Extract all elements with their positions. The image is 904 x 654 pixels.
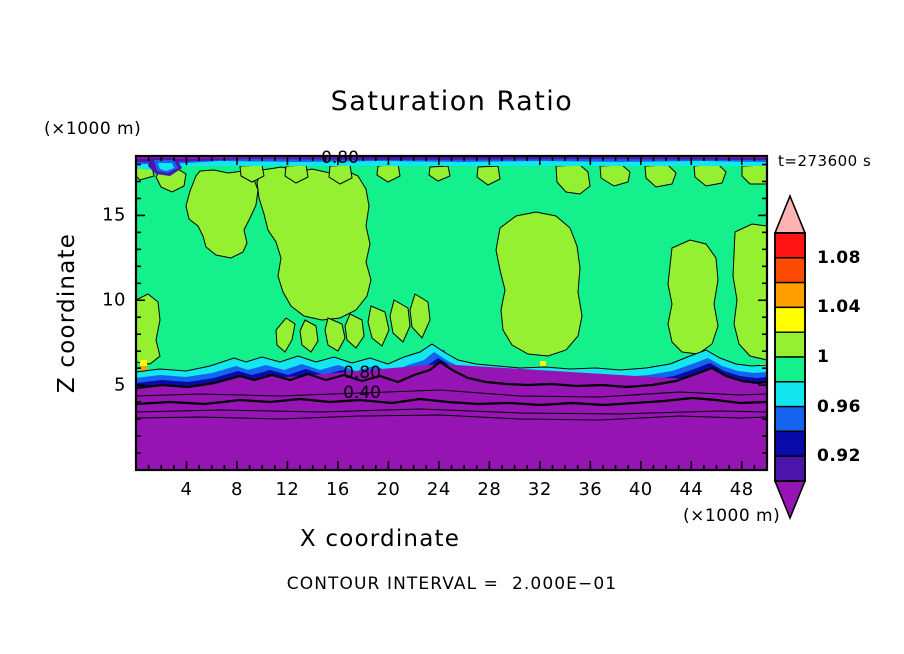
colorbar-band xyxy=(774,232,806,259)
y-tick-label: 15 xyxy=(102,204,126,226)
colorbar-band xyxy=(774,430,806,457)
colorbar-band xyxy=(774,306,806,333)
colorbar-tick-label: 1 xyxy=(817,347,830,367)
x-tick-label: 4 xyxy=(180,479,193,500)
x-axis-units-label: (×1000 m) xyxy=(683,506,781,526)
colorbar xyxy=(773,193,807,521)
page-title: Saturation Ratio xyxy=(330,86,574,117)
x-tick-label: 24 xyxy=(426,479,451,500)
x-tick-label: 12 xyxy=(275,479,300,500)
x-tick-label: 32 xyxy=(527,479,552,500)
x-tick-label: 20 xyxy=(376,479,401,500)
colorbar-tick-label: 1.04 xyxy=(817,297,861,318)
x-tick-label: 36 xyxy=(578,479,603,500)
colorbar-band xyxy=(774,281,806,309)
contour-lines xyxy=(136,360,767,421)
colorbar-tick-label: 1.08 xyxy=(817,247,861,268)
x-tick-label: 28 xyxy=(477,479,502,500)
plot-frame xyxy=(134,154,769,472)
contour-label-top: 0.80 xyxy=(321,148,359,168)
x-axis-title: X coordinate xyxy=(299,526,461,552)
y-tick-label: 10 xyxy=(102,289,126,311)
x-tick-label: 8 xyxy=(230,479,243,500)
timestamp-label: t=273600 s xyxy=(778,152,872,170)
colorbar-band xyxy=(774,381,806,408)
inline-contour-labels: 0.80 0.80 0.40 xyxy=(321,148,381,403)
colorbar-tick-label: 0.96 xyxy=(817,396,861,417)
y-tick-label: 5 xyxy=(114,374,126,396)
colorbar-band xyxy=(774,331,806,358)
contour-fills xyxy=(136,156,767,470)
contour-label-mid: 0.80 xyxy=(343,363,381,383)
x-tick-label: 44 xyxy=(679,479,704,500)
colorbar-band xyxy=(774,405,806,433)
colorbar-band xyxy=(774,455,806,482)
y-axis-units-label: (×1000 m) xyxy=(44,119,142,139)
contour-interval-label: CONTOUR INTERVAL = 2.000E−01 xyxy=(286,574,618,594)
x-tick-label: 40 xyxy=(628,479,653,500)
colorbar-tick-label: 0.92 xyxy=(817,446,861,467)
x-tick-label: 48 xyxy=(729,479,754,500)
colorbar-band xyxy=(774,356,806,383)
colorbar-band xyxy=(774,257,806,284)
x-tick-label: 16 xyxy=(325,479,350,500)
contour-label-low: 0.40 xyxy=(343,383,381,403)
